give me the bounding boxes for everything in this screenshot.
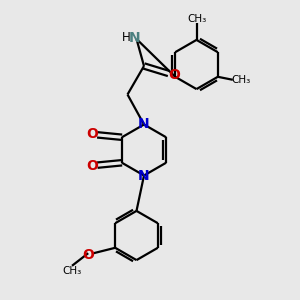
Text: N: N <box>138 169 150 182</box>
Text: O: O <box>169 68 181 82</box>
Text: H: H <box>122 31 130 44</box>
Text: CH₃: CH₃ <box>62 266 82 276</box>
Text: O: O <box>82 248 94 262</box>
Text: O: O <box>86 159 98 173</box>
Text: CH₃: CH₃ <box>232 75 251 85</box>
Text: O: O <box>86 127 98 141</box>
Text: N: N <box>138 118 150 131</box>
Text: CH₃: CH₃ <box>187 14 206 24</box>
Text: N: N <box>129 31 141 44</box>
